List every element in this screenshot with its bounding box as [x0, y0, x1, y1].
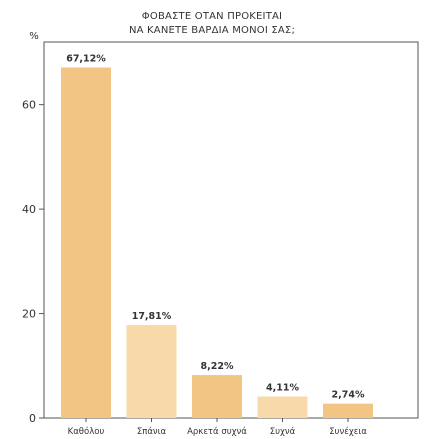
- data-label: 67,12%: [66, 53, 106, 64]
- y-tick-label: 60: [22, 99, 36, 112]
- x-tick-label: Σπάνια: [137, 427, 167, 437]
- bar: [323, 403, 373, 418]
- y-tick-label: 40: [22, 203, 36, 216]
- y-axis: 0 20 40 60: [22, 99, 44, 425]
- bar: [192, 375, 242, 418]
- y-tick-label: 20: [22, 308, 36, 321]
- chart-title-line-1: ΦΟΒΑΣΤΕ ΟΤΑΝ ΠΡΟΚΕΙΤΑΙ: [142, 11, 282, 22]
- bar: [126, 324, 177, 418]
- y-axis-unit: %: [29, 31, 39, 42]
- x-tick-label: Συνέχεια: [329, 426, 367, 437]
- y-tick-label: 0: [29, 412, 36, 425]
- data-labels: 67,12% 17,81% 8,22% 4,11% 2,74%: [66, 53, 365, 400]
- data-label: 17,81%: [132, 311, 172, 322]
- chart-title-line-2: ΝΑ ΚΑΝΕΤΕ ΒΑΡΔΙΑ ΜΟΝΟΙ ΣΑΣ;: [129, 25, 295, 36]
- bars: [61, 67, 373, 419]
- data-label: 2,74%: [332, 390, 365, 401]
- bar: [61, 67, 111, 419]
- x-axis: Καθόλου Σπάνια Αρκετά συχνά Συχνά Συνέχεια: [68, 418, 367, 437]
- x-tick-label: Αρκετά συχνά: [187, 427, 247, 437]
- x-tick-label: Καθόλου: [68, 426, 105, 437]
- bar: [257, 396, 308, 418]
- data-label: 4,11%: [266, 383, 299, 394]
- x-tick-label: Συχνά: [270, 427, 296, 437]
- data-label: 8,22%: [201, 361, 234, 372]
